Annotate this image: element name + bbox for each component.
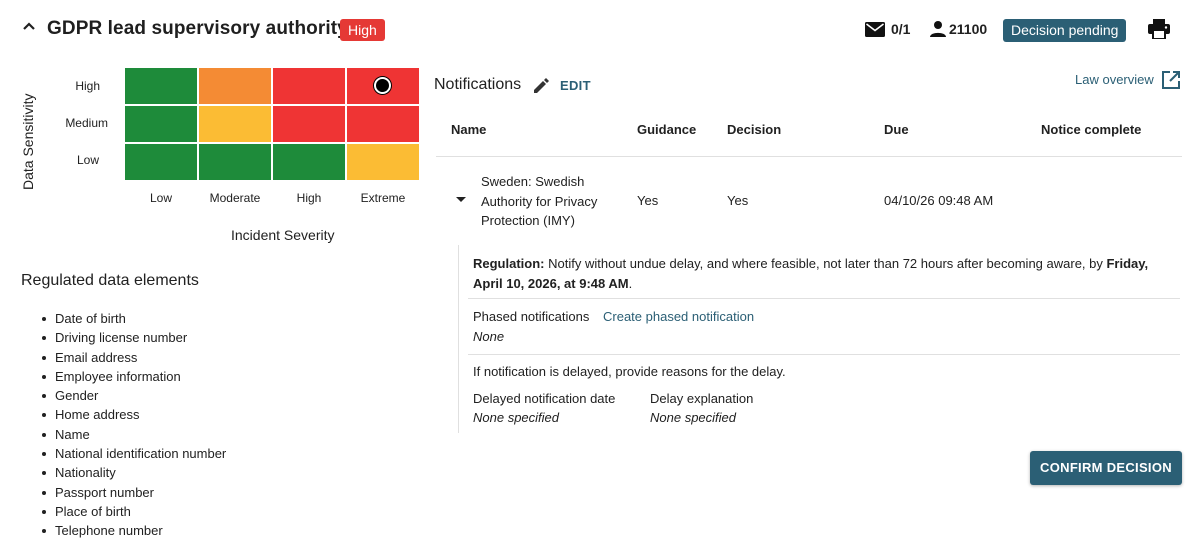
regulated-data-item: Name	[42, 425, 226, 444]
law-overview-link[interactable]: Law overview	[1075, 72, 1154, 87]
phased-notifications-value: None	[473, 329, 505, 344]
matrix-cell	[347, 106, 419, 142]
matrix-row-label: Low	[76, 153, 99, 167]
detail-left-border	[458, 245, 459, 433]
matrix-col-label: High	[296, 191, 322, 205]
matrix-cell	[199, 68, 271, 104]
external-link-icon[interactable]	[1161, 70, 1181, 90]
matrix-x-axis-label: Incident Severity	[231, 227, 335, 243]
regulated-data-list: Date of birth Driving license number Email…	[42, 309, 226, 541]
regulated-data-item: Passport number	[42, 483, 226, 502]
confirm-decision-button[interactable]: CONFIRM DECISION	[1030, 451, 1182, 485]
pencil-icon[interactable]	[532, 76, 551, 95]
print-icon[interactable]	[1148, 19, 1170, 39]
delay-explanation-value[interactable]: None specified	[650, 410, 736, 425]
notification-decision: Yes	[727, 193, 749, 208]
regulated-data-item: Gender	[42, 386, 226, 405]
status-badge: Decision pending	[1003, 19, 1127, 42]
matrix-cell	[125, 144, 197, 180]
column-header-due: Due	[884, 122, 909, 137]
matrix-col-label: Low	[149, 191, 172, 205]
regulation-text: Regulation: Notify without undue delay, …	[473, 254, 1173, 293]
matrix-cell	[273, 144, 345, 180]
regulated-data-item: Driving license number	[42, 328, 226, 347]
matrix-col-label: Moderate	[209, 191, 261, 205]
regulated-data-item: Telephone number	[42, 521, 226, 540]
regulated-data-title: Regulated data elements	[21, 272, 199, 289]
regulation-body: Notify without undue delay, and where fe…	[544, 256, 1107, 271]
delayed-date-value[interactable]: None specified	[473, 410, 559, 425]
person-icon	[930, 21, 946, 37]
regulation-deadline: Friday, April 10, 2026, at 9:48 AM	[473, 256, 1149, 291]
create-phased-notification-link[interactable]: Create phased notification	[603, 309, 755, 324]
notifications-title: Notifications	[434, 76, 522, 93]
regulated-data-item: Employee information	[42, 367, 226, 386]
mail-icon	[865, 22, 885, 37]
matrix-y-axis-label: Data Sensitivity	[20, 93, 36, 190]
matrix-cell	[347, 144, 419, 180]
matrix-cell	[125, 68, 197, 104]
column-header-name: Name	[451, 122, 487, 137]
notification-due: 04/10/26 09:48 AM	[884, 193, 994, 208]
regulated-data-item: Nationality	[42, 463, 226, 482]
regulation-label: Regulation:	[473, 256, 545, 271]
matrix-row-label: Medium	[65, 116, 108, 130]
matrix-col-label: Extreme	[360, 191, 406, 205]
notification-guidance: Yes	[637, 193, 659, 208]
delay-prompt: If notification is delayed, provide reas…	[473, 364, 786, 379]
column-header-guidance: Guidance	[637, 122, 697, 137]
matrix-cell	[125, 106, 197, 142]
column-header-decision: Decision	[727, 122, 782, 137]
matrix-cell	[273, 106, 345, 142]
detail-divider	[468, 298, 1180, 299]
severity-badge: High	[340, 19, 385, 41]
regulated-data-item: National identification number	[42, 444, 226, 463]
delayed-date-label: Delayed notification date	[473, 391, 616, 406]
matrix-selected-marker	[374, 77, 391, 94]
regulation-end: .	[628, 275, 633, 291]
regulated-data-item: Place of birth	[42, 502, 226, 521]
table-divider	[436, 156, 1182, 157]
chevron-up-icon[interactable]	[20, 18, 38, 36]
matrix-cell	[199, 106, 271, 142]
detail-divider	[468, 354, 1180, 355]
section-title: GDPR lead supervisory authority	[47, 18, 348, 39]
regulated-data-item: Date of birth	[42, 309, 226, 328]
phased-notifications-label: Phased notifications	[473, 309, 590, 324]
column-header-notice-complete: Notice complete	[1041, 122, 1142, 137]
edit-button[interactable]: EDIT	[560, 78, 591, 93]
regulated-data-item: Home address	[42, 405, 226, 424]
regulated-data-item: Email address	[42, 348, 226, 367]
caret-down-icon[interactable]	[456, 197, 466, 202]
person-count: 21100	[949, 21, 988, 37]
section-header: GDPR lead supervisory authority High 0/1…	[0, 0, 1195, 58]
notification-name: Sweden: Swedish Authority for Privacy Pr…	[481, 174, 598, 228]
matrix-row-label: High	[75, 79, 100, 93]
delay-explanation-label: Delay explanation	[650, 391, 754, 406]
matrix-cell	[199, 144, 271, 180]
matrix-cell	[273, 68, 345, 104]
mail-count: 0/1	[891, 21, 911, 37]
